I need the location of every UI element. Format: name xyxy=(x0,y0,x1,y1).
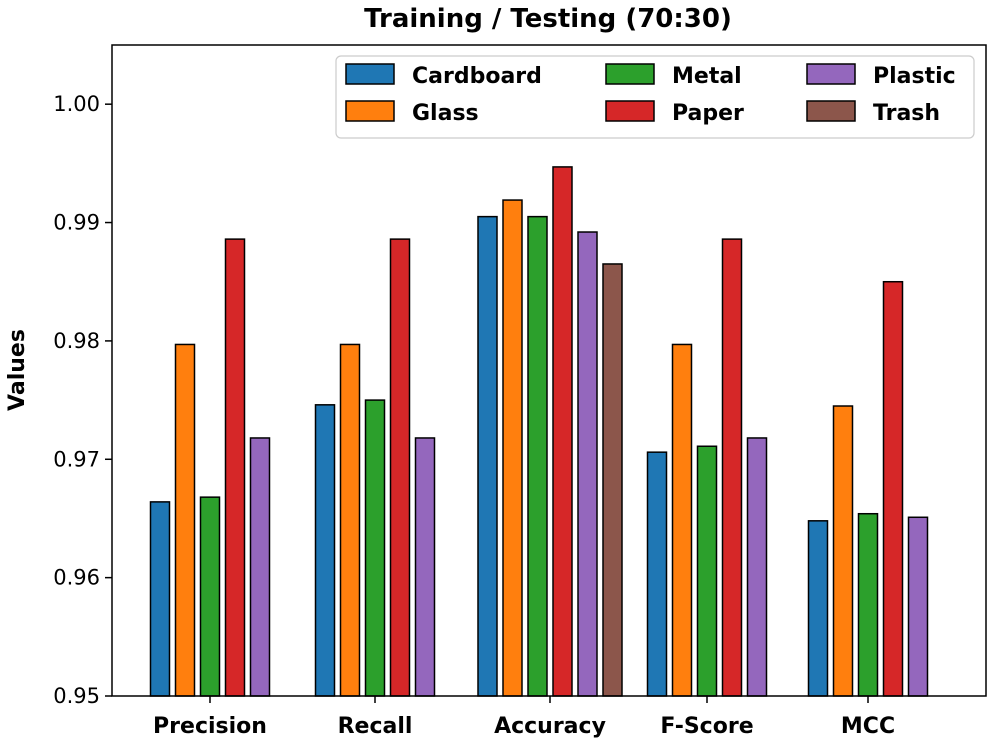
x-tick-label: F-Score xyxy=(660,714,753,739)
legend-label-plastic: Plastic xyxy=(873,64,956,89)
bar-metal-recall xyxy=(364,399,386,697)
x-tick-label: Recall xyxy=(338,714,413,739)
bar-metal-f-score xyxy=(696,445,718,697)
bar-glass-f-score xyxy=(671,343,693,697)
legend-swatch-cardboard xyxy=(345,63,395,85)
legend-label-metal: Metal xyxy=(672,64,742,89)
plot-area-frame xyxy=(111,44,987,697)
bar-plastic-recall xyxy=(414,437,436,697)
legend-label-paper: Paper xyxy=(672,101,744,126)
bar-cardboard-f-score xyxy=(646,451,668,697)
bar-paper-f-score xyxy=(721,238,743,697)
y-tick-label: 0.95 xyxy=(53,684,100,708)
bar-trash-accuracy xyxy=(602,263,623,697)
y-tick-label: 1.00 xyxy=(53,92,100,116)
bar-metal-precision xyxy=(199,496,221,697)
x-axis-ticks: Precision Recall Accuracy F-Score MCC xyxy=(153,696,895,739)
bar-glass-precision xyxy=(174,343,196,697)
legend-swatch-paper xyxy=(605,100,655,122)
x-tick-label: Accuracy xyxy=(494,714,606,739)
bars-group xyxy=(149,166,929,697)
legend-label-cardboard: Cardboard xyxy=(412,64,542,89)
legend-swatch-trash xyxy=(806,100,856,122)
legend: Cardboard Glass Metal Paper Plastic Trash xyxy=(335,55,975,139)
y-tick-label: 0.97 xyxy=(53,447,100,471)
x-tick-label: Precision xyxy=(153,714,267,739)
legend-label-glass: Glass xyxy=(412,101,479,126)
bar-glass-mcc xyxy=(832,405,854,697)
bar-metal-mcc xyxy=(857,512,879,697)
bar-paper-recall xyxy=(389,238,411,697)
chart-title: Training / Testing (70:30) xyxy=(364,4,732,34)
bar-plastic-accuracy xyxy=(577,231,598,697)
bar-plastic-precision xyxy=(249,437,271,697)
y-tick-label: 0.99 xyxy=(53,211,100,235)
bar-glass-accuracy xyxy=(502,199,523,697)
bar-cardboard-mcc xyxy=(807,520,829,697)
x-tick-label: MCC xyxy=(841,714,895,739)
bar-glass-recall xyxy=(339,343,361,697)
bar-plastic-f-score xyxy=(746,437,768,697)
bar-paper-precision xyxy=(224,238,246,697)
bar-metal-accuracy xyxy=(527,215,548,697)
bar-cardboard-recall xyxy=(314,404,336,697)
legend-swatch-plastic xyxy=(806,63,856,85)
y-axis-ticks: 0.95 0.96 0.97 0.98 0.99 1.00 xyxy=(53,92,112,708)
y-tick-label: 0.98 xyxy=(53,329,100,353)
legend-swatch-metal xyxy=(605,63,655,85)
bar-cardboard-precision xyxy=(149,501,171,697)
legend-label-trash: Trash xyxy=(873,101,940,126)
bar-paper-accuracy xyxy=(552,166,573,697)
bar-cardboard-accuracy xyxy=(477,215,498,697)
bar-plastic-mcc xyxy=(907,516,929,697)
legend-swatch-glass xyxy=(345,100,395,122)
y-tick-label: 0.96 xyxy=(53,566,100,590)
bar-paper-mcc xyxy=(882,280,904,697)
y-axis-label: Values xyxy=(5,329,30,411)
